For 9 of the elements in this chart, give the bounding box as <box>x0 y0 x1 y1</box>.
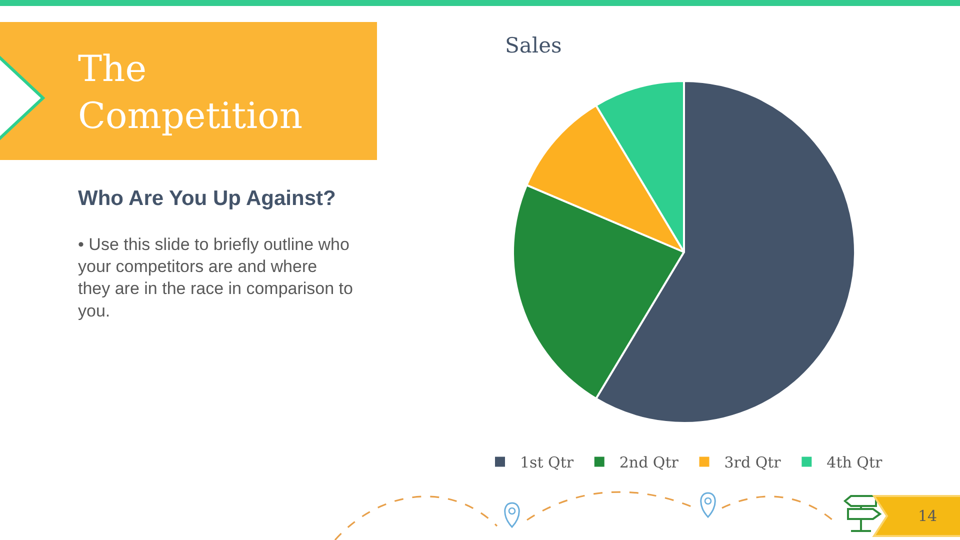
text: • Use this slide to briefly outline who your competitors are and where they are in the race in comparison to you. <box>78 235 353 320</box>
legend-label: 3rd Qtr <box>724 454 782 472</box>
legend-label: 2nd Qtr <box>619 454 680 472</box>
text: 14 <box>918 507 938 525</box>
text: Who Are You Up Against? <box>78 187 336 210</box>
chart-title: Sales <box>505 33 562 58</box>
legend-label: 1st Qtr <box>520 454 574 472</box>
text: The Competition <box>78 49 303 137</box>
legend-label: 4th Qtr <box>826 454 883 472</box>
